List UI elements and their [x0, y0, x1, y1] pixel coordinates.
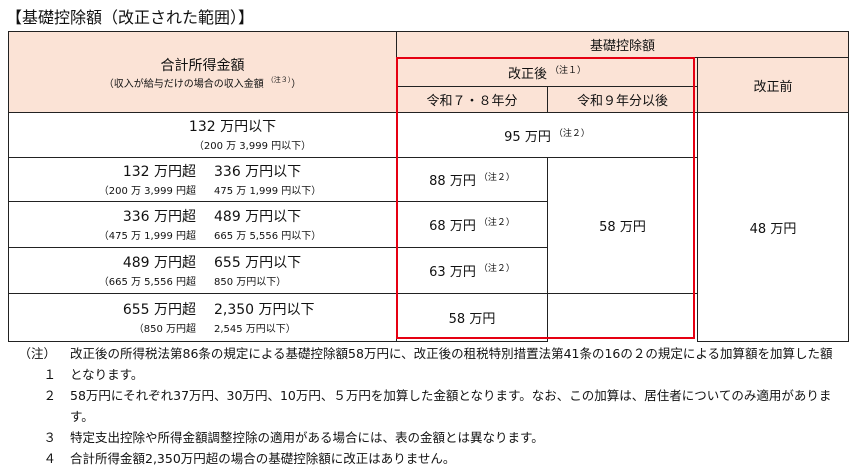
value: 58 万円	[448, 312, 496, 327]
notes: （注）１ 改正後の所得税法第86条の規定による基礎控除額58万円に、改正後の租税特…	[14, 343, 844, 469]
note-label: ３	[43, 430, 56, 445]
after-header-label: 改正後	[507, 66, 547, 82]
value: 95 万円	[504, 129, 551, 145]
range-to: 2,350 万円以下	[214, 301, 315, 318]
income-range: 132 万円超 336 万円以下 （200 万 3,999 円超 475 万 1,99…	[8, 157, 397, 202]
income-range: 132 万円以下 （200 万 3,999 円以下）	[8, 112, 397, 158]
note-ref: （注３）	[266, 75, 292, 84]
deduction-value: 95 万円 （注２）	[396, 112, 698, 158]
deduction-value: 88 万円 （注２）	[396, 157, 548, 202]
range-main: 132 万円以下	[188, 119, 277, 135]
note-label: ２	[43, 388, 56, 403]
range-from: 336 万円超	[122, 208, 196, 225]
r9-value: 58 万円	[547, 157, 698, 294]
note-ref: （注２）	[478, 218, 515, 228]
note-text: 合計所得金額2,350万円超の場合の基礎控除額に改正はありません。	[70, 451, 456, 466]
range-from: 132 万円超	[122, 163, 196, 180]
deduction-value: 63 万円 （注２）	[396, 247, 548, 294]
range-sub-to: 850 万円以下）	[214, 276, 287, 288]
range-sub-to: 475 万 1,999 円以下）	[214, 185, 322, 197]
range-sub-to: 665 万 5,556 円以下）	[214, 230, 322, 242]
range-sub-from: （850 万円超	[133, 323, 196, 335]
income-range: 336 万円超 489 万円以下 （475 万 1,999 円超 665 万 5,55…	[8, 201, 397, 248]
range-from: 489 万円超	[122, 254, 196, 271]
page-title: 【基礎控除額（改正された範囲）】	[6, 8, 255, 27]
value: 88 万円	[429, 174, 476, 189]
note-text: 改正後の所得税法第86条の規定による基礎控除額58万円に、改正後の租税特別措置法…	[70, 346, 833, 382]
deduction-value: 68 万円 （注２）	[396, 201, 548, 248]
deduction-value: 58 万円	[396, 293, 548, 342]
value: 63 万円	[429, 265, 476, 280]
range-sub-from: （475 万 1,999 円超	[98, 230, 196, 242]
after-header: 改正後 （注１）	[396, 57, 698, 87]
note-ref: （注２）	[478, 173, 515, 183]
value: 68 万円	[429, 219, 476, 234]
deduction-table: 合計所得金額 （収入が給与だけの場合の収入金額 （注３）） 基礎控除額 改正後 （注…	[8, 31, 850, 342]
income-header: 合計所得金額 （収入が給与だけの場合の収入金額 （注３））	[8, 31, 397, 113]
r7-8-header: 令和７・８年分	[396, 86, 548, 113]
note-ref: （注１）	[550, 65, 587, 76]
note-ref: （注２）	[553, 128, 590, 139]
deduction-header: 基礎控除額	[395, 31, 850, 58]
note-item: ３ 特定支出控除や所得金額調整控除の適用がある場合には、表の金額とは異なります。	[14, 427, 844, 448]
range-to: 336 万円以下	[214, 163, 302, 180]
note-item: ４ 合計所得金額2,350万円超の場合の基礎控除額に改正はありません。	[14, 448, 844, 469]
income-range: 655 万円超 2,350 万円以下 （850 万円超 2,545 万円以下）	[8, 293, 397, 342]
income-range: 489 万円超 655 万円以下 （665 万 5,556 円超 850 万円以下）	[8, 247, 397, 294]
note-label: ４	[43, 451, 56, 466]
income-header-sub-close: ）	[291, 78, 302, 90]
note-label: （注）１	[18, 346, 56, 382]
range-sub-to: 2,545 万円以下）	[214, 323, 296, 335]
range-sub-from: （665 万 5,556 円超	[98, 276, 196, 288]
note-ref: （注２）	[478, 264, 515, 274]
before-value: 48 万円	[696, 112, 850, 342]
note-item: ２ 58万円にそれぞれ37万円、30万円、10万円、５万円を加算した金額となります…	[14, 385, 844, 427]
range-sub-from: （200 万 3,999 円超	[98, 185, 196, 197]
range-sub: （200 万 3,999 円以下）	[193, 141, 312, 152]
range-to: 655 万円以下	[214, 254, 302, 271]
note-text: 58万円にそれぞれ37万円、30万円、10万円、５万円を加算した金額となります。…	[70, 388, 832, 424]
range-from: 655 万円超	[122, 301, 196, 318]
range-to: 489 万円以下	[214, 208, 302, 225]
note-item: （注）１ 改正後の所得税法第86条の規定による基礎控除額58万円に、改正後の租税特…	[14, 343, 844, 385]
income-header-sub: （収入が給与だけの場合の収入金額	[103, 78, 264, 90]
note-text: 特定支出控除や所得金額調整控除の適用がある場合には、表の金額とは異なります。	[70, 430, 544, 445]
r9-header: 令和９年分以後	[547, 86, 698, 113]
before-header: 改正前	[696, 57, 850, 113]
income-header-label: 合計所得金額	[160, 57, 245, 74]
